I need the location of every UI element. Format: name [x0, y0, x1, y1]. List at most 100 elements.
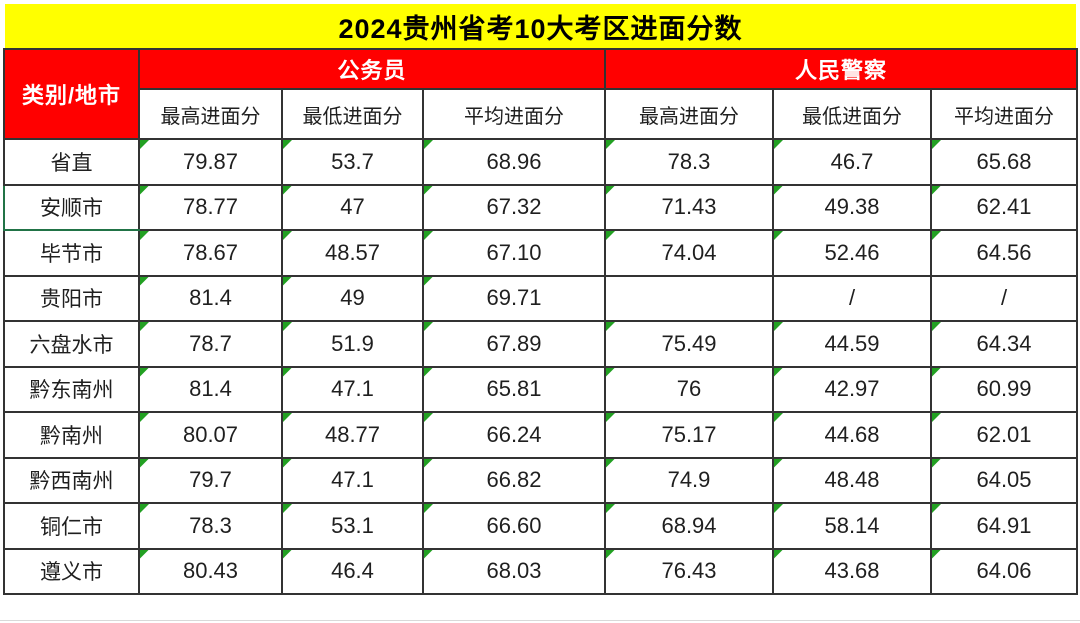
score-cell: 74.04	[604, 229, 774, 277]
title-row: 2024贵州省考10大考区进面分数	[4, 3, 1077, 50]
sub-header-max-civil: 最高进面分	[138, 88, 283, 140]
sub-header-min-civil: 最低进面分	[281, 88, 424, 140]
text-number-indicator-icon	[933, 459, 941, 468]
text-number-indicator-icon	[607, 140, 615, 149]
score-value: 53.1	[331, 512, 374, 538]
score-cell: 64.06	[930, 547, 1078, 595]
table-row: 贵阳市 81.4 49 69.71 / /	[3, 274, 1078, 322]
text-number-indicator-icon	[425, 459, 433, 468]
score-value: 65.81	[486, 376, 542, 402]
text-number-indicator-icon	[607, 368, 615, 377]
text-number-indicator-icon	[141, 322, 149, 331]
score-cell: 65.68	[930, 138, 1078, 186]
score-value: 78.7	[189, 330, 232, 356]
score-value: 47.1	[331, 376, 374, 402]
score-cell: 47.1	[281, 456, 424, 504]
score-value: 42.97	[824, 376, 880, 402]
text-number-indicator-icon	[284, 368, 292, 377]
sub-header-max-police: 最高进面分	[604, 88, 774, 140]
spreadsheet-gridline	[0, 620, 1080, 621]
score-cell: 44.59	[772, 320, 932, 368]
text-number-indicator-icon	[933, 186, 941, 195]
score-cell: 68.96	[422, 138, 606, 186]
score-value: 64.56	[976, 239, 1032, 265]
sub-header-avg-civil: 平均进面分	[422, 88, 606, 140]
score-cell: 79.87	[138, 138, 283, 186]
score-cell: 81.4	[138, 274, 283, 322]
score-cell: 53.7	[281, 138, 424, 186]
text-number-indicator-icon	[425, 550, 433, 559]
text-number-indicator-icon	[425, 368, 433, 377]
score-value: 75.49	[661, 330, 717, 356]
sub-header-row: 最高进面分 最低进面分 平均进面分 最高进面分 最低进面分 平均进面分	[4, 88, 1078, 140]
text-number-indicator-icon	[775, 186, 783, 195]
text-number-indicator-icon	[933, 368, 941, 377]
score-value: 49.38	[824, 194, 880, 220]
score-value: 67.10	[486, 239, 542, 265]
text-number-indicator-icon	[775, 322, 783, 331]
score-value: 75.17	[661, 421, 717, 447]
score-value: 62.01	[976, 421, 1032, 447]
region-cell: 黔东南州	[3, 365, 140, 413]
score-cell: 64.56	[930, 229, 1078, 277]
score-cell: 49.38	[772, 183, 932, 231]
score-value: 64.05	[976, 467, 1032, 493]
score-value: 62.41	[976, 194, 1032, 220]
score-value: 78.3	[189, 512, 232, 538]
score-cell: 64.34	[930, 320, 1078, 368]
score-cell: 58.14	[772, 502, 932, 550]
score-cell: 80.43	[138, 547, 283, 595]
score-cell: 69.71	[422, 274, 606, 322]
score-cell: 46.4	[281, 547, 424, 595]
text-number-indicator-icon	[775, 140, 783, 149]
score-value: 47	[340, 194, 365, 220]
score-value: 78.67	[182, 239, 239, 265]
score-value: 64.34	[976, 330, 1032, 356]
text-number-indicator-icon	[284, 459, 292, 468]
text-number-indicator-icon	[933, 231, 941, 240]
score-value: 68.94	[661, 512, 717, 538]
text-number-indicator-icon	[775, 413, 783, 422]
score-cell: 78.3	[138, 502, 283, 550]
score-value: 74.04	[661, 239, 717, 265]
text-number-indicator-icon	[607, 459, 615, 468]
table-title: 2024贵州省考10大考区进面分数	[4, 3, 1077, 50]
text-number-indicator-icon	[933, 413, 941, 422]
text-number-indicator-icon	[141, 277, 149, 286]
text-number-indicator-icon	[775, 504, 783, 513]
region-cell: 黔西南州	[3, 456, 140, 504]
score-cell	[604, 274, 774, 322]
table-row: 安顺市 78.77 47 67.32 71.43 49.38 62.41	[3, 183, 1078, 231]
score-cell: 52.46	[772, 229, 932, 277]
score-value: 69.71	[486, 285, 542, 311]
score-cell: 66.82	[422, 456, 606, 504]
score-value: 51.9	[331, 330, 374, 356]
score-cell: 47	[281, 183, 424, 231]
score-value: 53.7	[331, 148, 374, 174]
score-value: 66.60	[486, 512, 542, 538]
text-number-indicator-icon	[425, 413, 433, 422]
text-number-indicator-icon	[141, 186, 149, 195]
region-cell: 毕节市	[3, 229, 140, 277]
score-value: 67.32	[486, 194, 542, 220]
score-cell: 68.03	[422, 547, 606, 595]
region-cell: 黔南州	[3, 411, 140, 459]
score-value: 76.43	[661, 558, 717, 584]
score-cell: 53.1	[281, 502, 424, 550]
table-body: 2024贵州省考10大考区进面分数 类别/地市 公务员 人民警察 最高进面分 最…	[3, 3, 1078, 595]
score-cell: /	[930, 274, 1078, 322]
text-number-indicator-icon	[933, 504, 941, 513]
score-cell: 71.43	[604, 183, 774, 231]
text-number-indicator-icon	[607, 504, 615, 513]
score-cell: 76.43	[604, 547, 774, 595]
score-cell: 67.32	[422, 183, 606, 231]
group-header-row: 类别/地市 公务员 人民警察	[3, 48, 1078, 140]
group-header-civil-servant: 公务员	[138, 48, 606, 90]
sub-header-avg-police: 平均进面分	[930, 88, 1078, 140]
table-row: 铜仁市 78.3 53.1 66.60 68.94 58.14 64.91	[3, 502, 1078, 550]
score-value: 79.87	[182, 148, 239, 174]
text-number-indicator-icon	[775, 368, 783, 377]
text-number-indicator-icon	[284, 231, 292, 240]
region-cell: 六盘水市	[3, 320, 140, 368]
